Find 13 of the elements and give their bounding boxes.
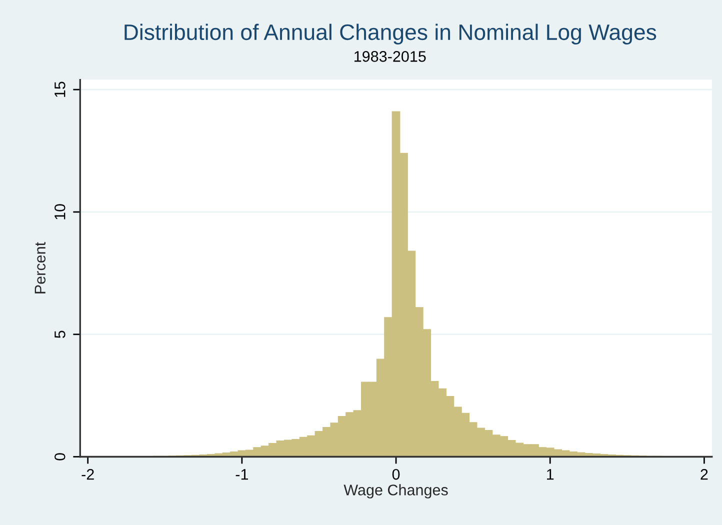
x-tick-label: 1: [547, 469, 554, 480]
x-tick-label: -1: [236, 469, 248, 480]
y-axis-title: Percent: [34, 242, 46, 294]
y-tick-label: 5: [54, 330, 66, 338]
chart-subtitle: 1983-2015: [354, 51, 426, 62]
y-tick-label: 0: [54, 453, 66, 460]
y-tick-label: 15: [54, 82, 66, 97]
y-tick-label: 10: [54, 204, 66, 220]
chart-title: Distribution of Annual Changes in Nominal Log Wages: [124, 24, 656, 44]
x-tick-label: -2: [82, 468, 94, 480]
x-tick-label: 2: [700, 468, 708, 480]
x-tick-label: 0: [392, 468, 400, 480]
x-axis-title: Wage Changes: [344, 484, 448, 498]
